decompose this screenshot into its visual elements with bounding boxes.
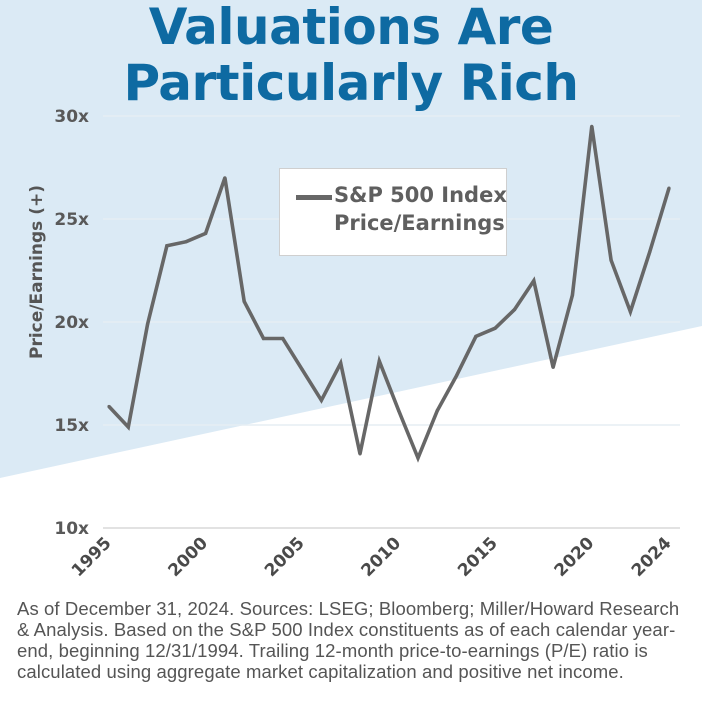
chart-title-line-2: Particularly Rich xyxy=(123,54,579,112)
legend-label-line-2: Price/Earnings xyxy=(334,211,505,235)
data-point xyxy=(223,176,227,180)
data-point xyxy=(281,336,285,341)
series-group xyxy=(107,124,671,463)
data-point xyxy=(203,231,208,236)
data-point xyxy=(454,373,459,378)
data-point xyxy=(358,452,362,456)
data-point xyxy=(300,367,304,371)
data-point xyxy=(435,408,439,413)
x-tick-label: 2010 xyxy=(358,533,406,581)
x-tick-label: 2020 xyxy=(551,533,599,581)
series-line xyxy=(107,126,671,463)
data-point xyxy=(319,398,324,402)
data-point xyxy=(532,279,536,283)
y-tick-label: 10x xyxy=(54,519,89,539)
y-tick-label: 30x xyxy=(54,107,89,127)
data-point xyxy=(493,326,497,330)
data-point xyxy=(570,293,575,297)
chart-title-line-1: Valuations Are xyxy=(148,0,554,56)
x-tick-label: 2015 xyxy=(454,533,502,581)
data-point xyxy=(397,408,401,413)
data-point xyxy=(667,186,671,190)
data-point xyxy=(590,124,594,128)
data-point xyxy=(339,361,343,365)
data-point xyxy=(416,456,420,460)
x-tick-label: 2000 xyxy=(164,533,212,581)
y-tick-label: 25x xyxy=(54,210,89,230)
legend-label-line-1: S&P 500 Index xyxy=(334,183,507,207)
data-point xyxy=(107,404,111,409)
y-axis-ticks: 10x 15x 20x 25x 30x xyxy=(54,107,89,539)
data-point xyxy=(165,244,169,248)
data-point xyxy=(551,365,555,369)
data-point xyxy=(261,336,266,341)
x-tick-label: 2005 xyxy=(261,533,309,581)
line-chart: 10x 15x 20x 25x 30x 1995 2000 2005 2010 2015 2020… xyxy=(27,107,680,581)
data-point xyxy=(512,308,517,312)
legend-line-swatch xyxy=(296,195,332,200)
x-axis-ticks: 1995 2000 2005 2010 2015 2020 2024 xyxy=(68,533,676,581)
data-point xyxy=(146,322,150,326)
data-point xyxy=(474,334,478,339)
data-point xyxy=(648,250,652,254)
footnote: As of December 31, 2024. Sources: LSEG; … xyxy=(17,598,680,682)
data-point xyxy=(609,258,613,262)
data-point xyxy=(126,425,130,429)
y-axis-label: Price/Earnings (+) xyxy=(27,185,47,359)
x-tick-label: 1995 xyxy=(68,533,116,581)
y-tick-label: 15x xyxy=(54,416,89,436)
data-point xyxy=(628,310,632,314)
y-tick-label: 20x xyxy=(54,313,89,333)
data-point xyxy=(377,359,381,363)
x-tick-label: 2024 xyxy=(628,533,676,581)
chart-legend: S&P 500 Index Price/Earnings xyxy=(279,168,507,256)
data-point xyxy=(242,299,246,303)
data-point xyxy=(184,240,188,244)
